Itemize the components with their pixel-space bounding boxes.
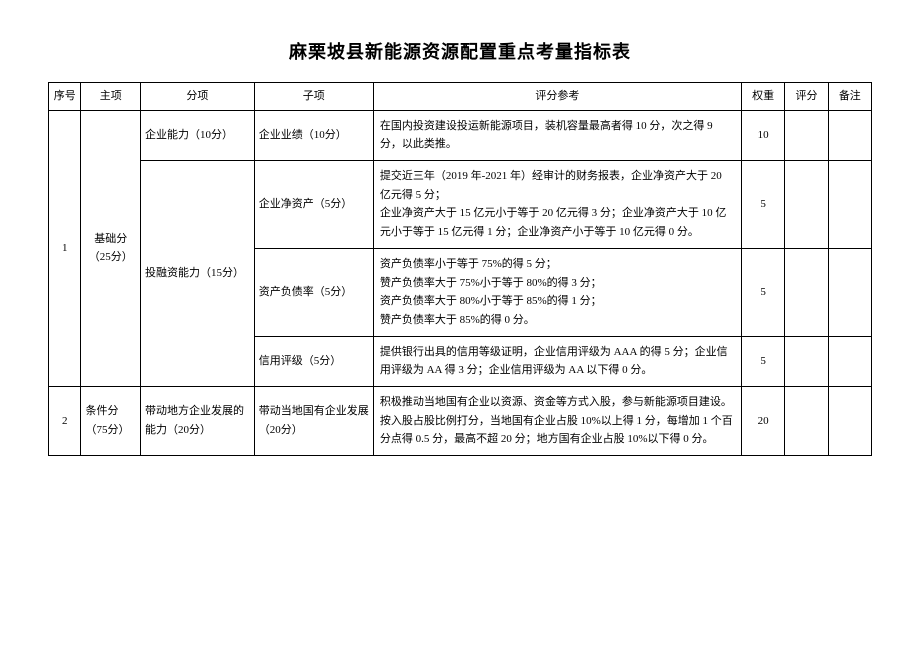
cell-main: 基础分（25分） (81, 110, 141, 386)
cell-item: 资产负债率（5分） (254, 248, 373, 336)
cell-score (785, 386, 828, 455)
cell-sub: 带动地方企业发展的能力（20分） (141, 386, 255, 455)
table-header-row: 序号 主项 分项 子项 评分参考 权重 评分 备注 (49, 83, 872, 111)
cell-note (828, 110, 871, 160)
table-row: 2 条件分（75分） 带动地方企业发展的能力（20分） 带动当地国有企业发展（2… (49, 386, 872, 455)
cell-ref: 提交近三年（2019 年-2021 年）经审计的财务报表，企业净资产大于 20 … (373, 161, 741, 249)
header-main: 主项 (81, 83, 141, 111)
cell-score (785, 110, 828, 160)
cell-ref: 积极推动当地国有企业以资源、资金等方式入股，参与新能源项目建设。按入股占股比例打… (373, 386, 741, 455)
cell-weight: 5 (742, 161, 785, 249)
cell-ref: 在国内投资建设投运新能源项目，装机容量最高者得 10 分，次之得 9 分，以此类… (373, 110, 741, 160)
cell-sub: 投融资能力（15分） (141, 161, 255, 387)
cell-item: 信用评级（5分） (254, 336, 373, 386)
cell-score (785, 161, 828, 249)
header-sub: 分项 (141, 83, 255, 111)
cell-note (828, 336, 871, 386)
cell-note (828, 248, 871, 336)
cell-seq: 1 (49, 110, 81, 386)
page-title: 麻栗坡县新能源资源配置重点考量指标表 (48, 38, 872, 64)
cell-note (828, 386, 871, 455)
cell-main: 条件分（75分） (81, 386, 141, 455)
cell-weight: 10 (742, 110, 785, 160)
cell-ref: 资产负债率小于等于 75%的得 5 分；赞产负债率大于 75%小于等于 80%的… (373, 248, 741, 336)
table-row: 1 基础分（25分） 企业能力（10分） 企业业绩（10分） 在国内投资建设投运… (49, 110, 872, 160)
indicator-table: 序号 主项 分项 子项 评分参考 权重 评分 备注 1 基础分（25分） 企业能… (48, 82, 872, 456)
header-weight: 权重 (742, 83, 785, 111)
header-seq: 序号 (49, 83, 81, 111)
cell-item: 带动当地国有企业发展（20分） (254, 386, 373, 455)
cell-note (828, 161, 871, 249)
cell-score (785, 248, 828, 336)
header-item: 子项 (254, 83, 373, 111)
cell-weight: 20 (742, 386, 785, 455)
cell-score (785, 336, 828, 386)
table-row: 投融资能力（15分） 企业净资产（5分） 提交近三年（2019 年-2021 年… (49, 161, 872, 249)
header-note: 备注 (828, 83, 871, 111)
cell-ref: 提供银行出具的信用等级证明，企业信用评级为 AAA 的得 5 分；企业信用评级为… (373, 336, 741, 386)
cell-seq: 2 (49, 386, 81, 455)
cell-weight: 5 (742, 248, 785, 336)
cell-sub: 企业能力（10分） (141, 110, 255, 160)
cell-item: 企业业绩（10分） (254, 110, 373, 160)
header-score: 评分 (785, 83, 828, 111)
cell-item: 企业净资产（5分） (254, 161, 373, 249)
header-ref: 评分参考 (373, 83, 741, 111)
cell-weight: 5 (742, 336, 785, 386)
